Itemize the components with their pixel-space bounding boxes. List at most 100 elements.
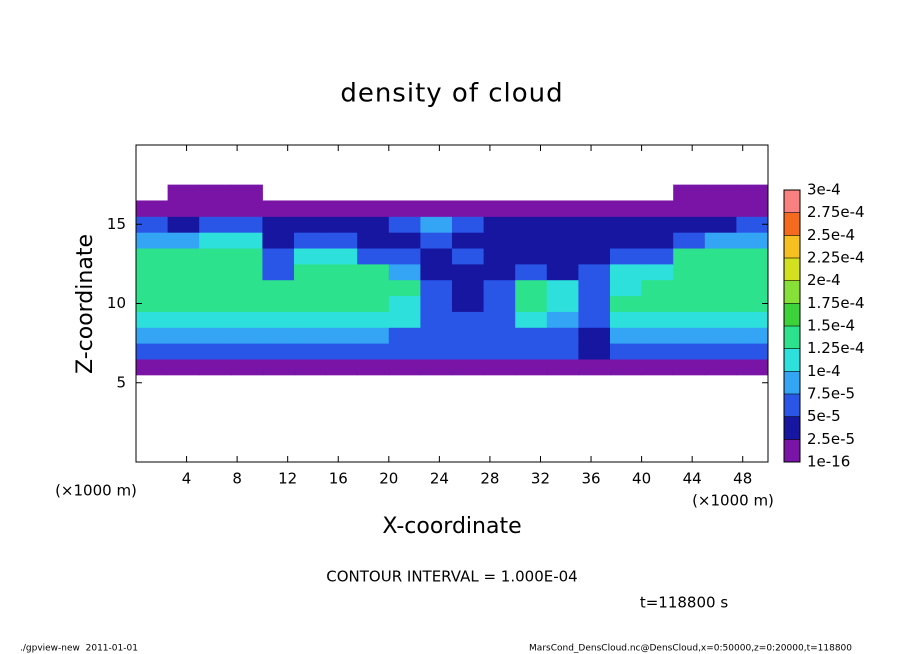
heatmap-cell <box>452 311 485 328</box>
heatmap-cell <box>167 343 200 360</box>
heatmap-cell <box>483 263 516 281</box>
colorbar-band <box>784 326 800 349</box>
heatmap-cell <box>546 279 579 297</box>
heatmap-cell <box>704 295 737 312</box>
heatmap-cell <box>230 248 263 265</box>
heatmap-cell <box>420 263 453 281</box>
heatmap-cell <box>325 216 358 233</box>
heatmap-cell <box>167 200 200 217</box>
heatmap-cell <box>294 232 327 249</box>
heatmap-cell <box>704 358 737 376</box>
heatmap-cell <box>610 311 643 328</box>
heatmap-cell <box>736 200 769 217</box>
heatmap-cell <box>673 200 706 217</box>
heatmap-cell <box>294 200 327 217</box>
heatmap-cell <box>420 200 453 217</box>
annotation: t=118800 s <box>640 594 728 612</box>
heatmap-cell <box>294 263 327 281</box>
heatmap-cell <box>325 358 358 376</box>
heatmap-cell <box>167 232 200 249</box>
heatmap-cell <box>167 311 200 328</box>
heatmap-cell <box>167 327 200 344</box>
colorbar-label: 1e-4 <box>807 362 841 380</box>
heatmap-cell <box>230 200 263 217</box>
heatmap-cell <box>578 311 611 328</box>
heatmap-cell <box>515 216 548 233</box>
heatmap-cell <box>736 295 769 312</box>
heatmap-cell <box>420 279 453 297</box>
heatmap-cell <box>641 232 674 249</box>
colorbar-label: 2.5e-4 <box>807 226 855 244</box>
heatmap-cell <box>325 343 358 360</box>
heatmap-cell <box>483 343 516 360</box>
heatmap-cell <box>420 295 453 312</box>
heatmap-cell <box>578 263 611 281</box>
heatmap-cell <box>136 263 169 281</box>
chart-title: density of cloud <box>340 79 563 109</box>
heatmap-cell <box>578 232 611 249</box>
heatmap-cell <box>483 311 516 328</box>
colorbar-label: 2.75e-4 <box>807 203 865 221</box>
heatmap-cell <box>641 248 674 265</box>
heatmap-cell <box>230 263 263 281</box>
heatmap-cell <box>325 248 358 265</box>
heatmap-cell <box>167 184 200 201</box>
heatmap-cell <box>136 311 169 328</box>
heatmap-cell <box>483 279 516 297</box>
heatmap-cell <box>325 327 358 344</box>
heatmap-cell <box>736 232 769 249</box>
heatmap-cell <box>578 279 611 297</box>
heatmap-cell <box>294 216 327 233</box>
heatmap-cell <box>420 358 453 376</box>
axes: 4 8 12 16 20 24 28 32 36 40 44 48510151e-162.5e-55e… <box>107 144 865 488</box>
x-tick-label: 36 <box>581 470 600 488</box>
x-tick-label: 44 <box>683 470 702 488</box>
heatmap-cell <box>294 343 327 360</box>
heatmap-cell <box>199 279 232 297</box>
heatmap-cell <box>641 327 674 344</box>
heatmap-cell <box>452 343 485 360</box>
colorbar-label: 7.5e-5 <box>807 385 855 403</box>
field <box>136 184 769 376</box>
colorbar-label: 1.5e-4 <box>807 317 855 335</box>
heatmap-cell <box>704 311 737 328</box>
heatmap-cell <box>357 295 390 312</box>
heatmap-cell <box>294 279 327 297</box>
heatmap-cell <box>199 358 232 376</box>
heatmap-cell <box>515 263 548 281</box>
heatmap-cell <box>736 327 769 344</box>
heatmap-cell <box>546 343 579 360</box>
colorbar-band <box>784 235 800 259</box>
heatmap-cell <box>420 232 453 249</box>
heatmap-cell <box>136 248 169 265</box>
heatmap-cell <box>610 248 643 265</box>
heatmap-cell <box>546 232 579 249</box>
colorbar-band <box>784 394 800 417</box>
x-tick-label: 32 <box>531 470 550 488</box>
heatmap-cell <box>230 232 263 249</box>
heatmap-cell <box>515 248 548 265</box>
heatmap-cell <box>262 327 295 344</box>
colorbar-label: 1e-16 <box>807 453 850 471</box>
heatmap-cell <box>262 263 295 281</box>
heatmap-cell <box>357 248 390 265</box>
heatmap-cell <box>199 232 232 249</box>
heatmap-cell <box>610 358 643 376</box>
heatmap-cell <box>388 263 421 281</box>
y-tick-label: 15 <box>107 215 126 233</box>
heatmap-cell <box>262 311 295 328</box>
heatmap-cell <box>483 232 516 249</box>
heatmap-cell <box>388 295 421 312</box>
x-tick-label: 12 <box>278 470 297 488</box>
heatmap-cell <box>452 295 485 312</box>
heatmap-cell <box>610 327 643 344</box>
x-tick-label: 16 <box>329 470 348 488</box>
heatmap-cell <box>704 184 737 201</box>
heatmap-cell <box>610 200 643 217</box>
heatmap-cell <box>262 200 295 217</box>
heatmap-cell <box>262 232 295 249</box>
heatmap-cell <box>357 200 390 217</box>
heatmap-cell <box>641 279 674 297</box>
heatmap-cell <box>515 327 548 344</box>
